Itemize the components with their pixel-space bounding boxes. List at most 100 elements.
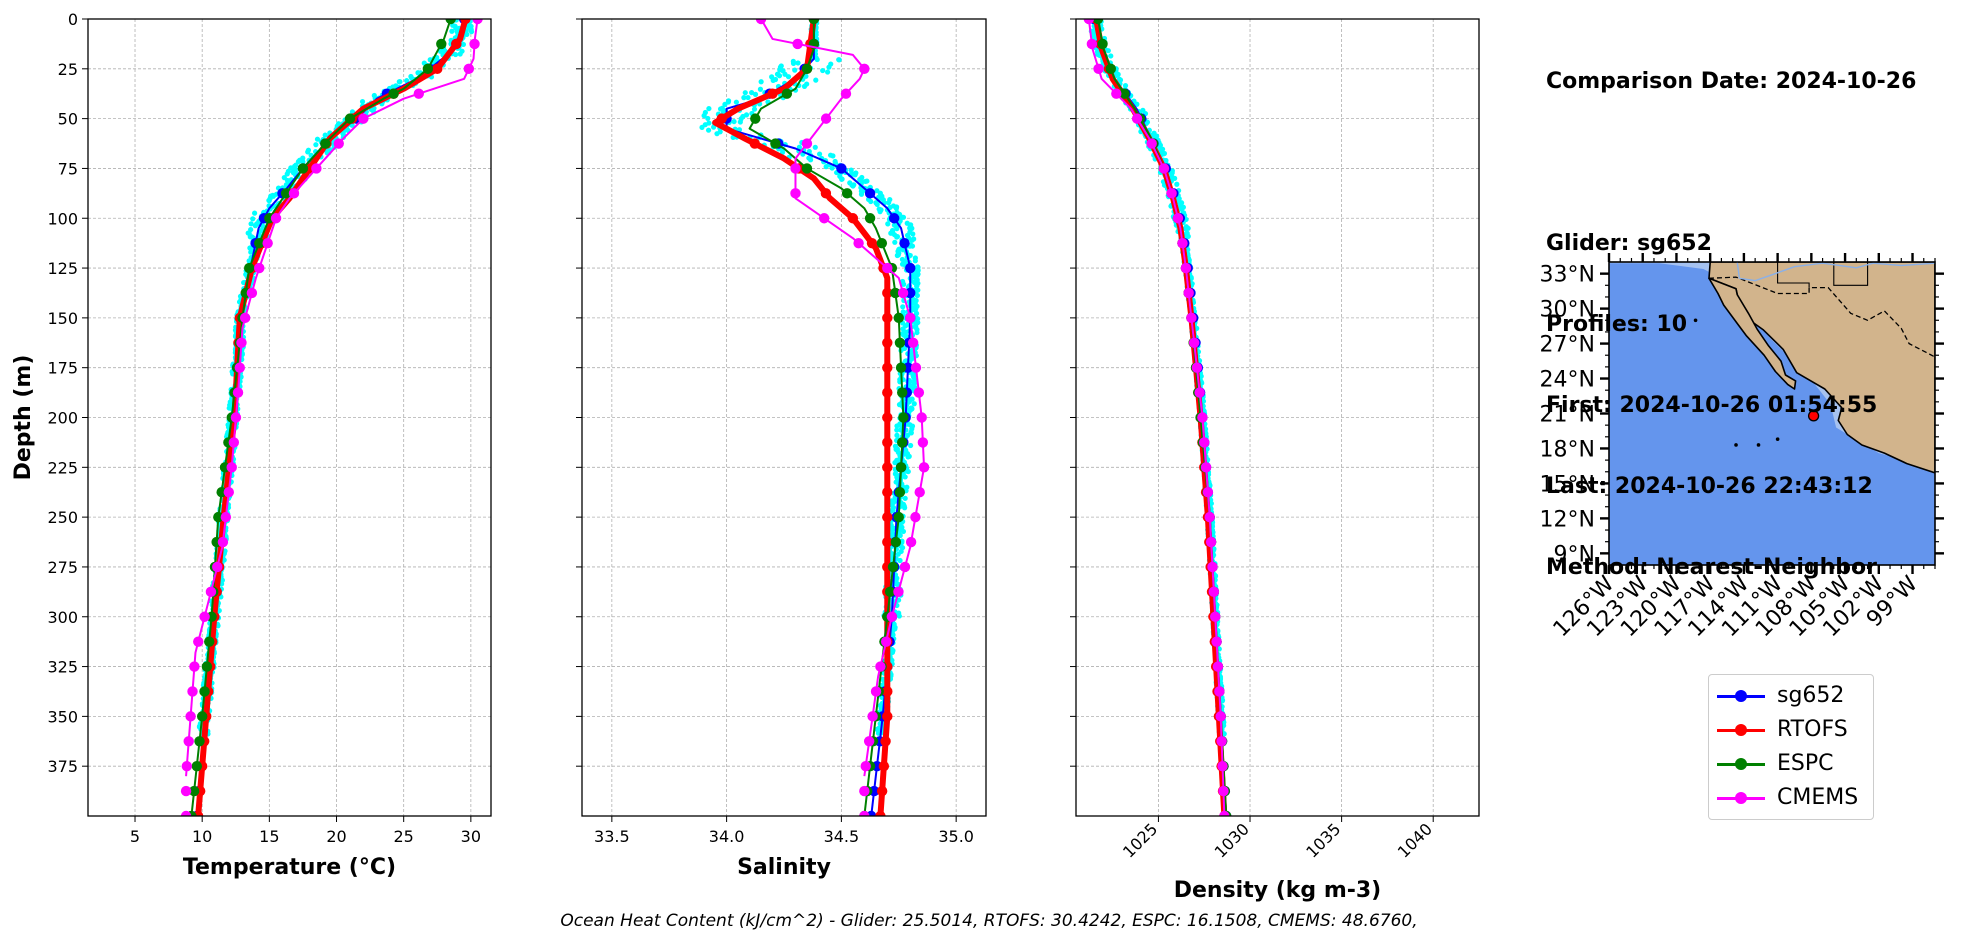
raw-glider-point (906, 399, 912, 405)
data-point-cmems (187, 686, 198, 697)
data-point-cmems (1172, 213, 1184, 224)
raw-glider-point (322, 132, 328, 138)
map-lat-label: 24°N (1540, 368, 1595, 393)
raw-glider-point (215, 623, 221, 629)
y-tick-label: 0 (68, 10, 78, 29)
data-point-espc (895, 362, 907, 373)
data-point-cmems (886, 611, 898, 622)
data-point-cmems (1131, 113, 1143, 124)
data-point-cmems (1200, 462, 1212, 473)
data-point-cmems (1211, 636, 1222, 647)
data-point-cmems (469, 38, 480, 50)
x-axis-label: Density (kg m-3) (1174, 878, 1382, 903)
ocean-heat-content-footer: Ocean Heat Content (kJ/cm^2) - Glider: 2… (560, 911, 1418, 931)
data-point-espc (887, 561, 899, 573)
raw-glider-point (776, 73, 783, 79)
data-point-espc (1119, 88, 1130, 99)
data-point-rtofs (716, 113, 727, 124)
raw-glider-point (839, 176, 845, 182)
raw-glider-point (1198, 373, 1204, 379)
data-point-cmems (917, 437, 929, 448)
data-point-espc (320, 138, 331, 149)
data-point-espc (890, 287, 901, 299)
data-point-sg652 (899, 237, 910, 249)
raw-glider-point (706, 120, 712, 126)
data-point-cmems (1208, 586, 1220, 598)
interpolation-method: Method: Nearest-Neighbor (1546, 555, 1877, 580)
data-point-cmems (183, 736, 194, 747)
y-tick-label: 275 (47, 558, 78, 577)
raw-glider-point (268, 193, 274, 199)
data-point-rtofs (882, 511, 893, 523)
data-point-cmems (236, 337, 247, 348)
raw-glider-point (305, 149, 311, 155)
raw-glider-point (891, 232, 898, 238)
data-point-cmems (882, 262, 893, 274)
data-point-cmems (914, 487, 925, 498)
raw-glider-point (915, 267, 921, 274)
data-point-cmems (859, 810, 870, 816)
raw-glider-point (397, 79, 403, 85)
data-point-rtofs (882, 536, 893, 548)
raw-glider-point (852, 172, 858, 178)
raw-glider-point (900, 214, 907, 220)
raw-glider-point (733, 99, 739, 105)
raw-glider-point (1108, 53, 1114, 59)
data-point-cmems (1217, 760, 1228, 772)
data-point-rtofs (820, 188, 832, 199)
x-tick-label: 34.5 (824, 827, 860, 846)
raw-glider-point (894, 427, 900, 433)
data-point-espc (808, 19, 820, 25)
data-point-cmems (223, 487, 234, 498)
y-tick-label: 125 (47, 259, 78, 278)
plot-area (699, 19, 930, 816)
map-lat-label: 21°N (1540, 403, 1595, 428)
data-point-cmems (790, 163, 801, 174)
raw-glider-point (907, 378, 913, 385)
data-point-cmems (1202, 487, 1214, 498)
raw-glider-point (850, 183, 856, 189)
raw-glider-point (808, 157, 814, 163)
raw-glider-point (314, 136, 321, 142)
data-point-espc (1097, 38, 1108, 50)
raw-glider-point (313, 142, 319, 148)
data-point-espc (884, 586, 896, 598)
data-point-cmems (180, 810, 192, 816)
data-point-cmems (463, 63, 475, 75)
data-point-espc (445, 19, 456, 25)
data-point-cmems (199, 611, 210, 622)
raw-glider-point (914, 283, 920, 289)
raw-glider-point (894, 432, 900, 438)
data-point-cmems (867, 711, 878, 722)
data-point-rtofs (866, 237, 878, 249)
x-tick-label: 20 (326, 827, 346, 846)
data-point-cmems (1194, 387, 1205, 398)
data-point-sg652 (836, 163, 847, 174)
x-tick-label: 35.0 (938, 827, 974, 846)
x-tick-label: 25 (394, 827, 414, 846)
data-point-cmems (1205, 536, 1217, 548)
glider-location-marker (1807, 410, 1820, 422)
data-point-cmems (246, 287, 258, 299)
legend-marker (1735, 724, 1747, 736)
data-point-cmems (1207, 561, 1218, 573)
data-point-cmems (1215, 711, 1226, 722)
data-point-cmems (1180, 262, 1192, 274)
data-point-rtofs (882, 387, 893, 398)
data-point-espc (204, 636, 215, 647)
data-point-cmems (1218, 785, 1229, 797)
data-point-espc (894, 487, 906, 498)
raw-glider-point (1169, 168, 1175, 174)
data-point-cmems (910, 511, 921, 523)
legend-entry-cmems: CMEMS (1709, 783, 1873, 813)
data-point-rtofs (847, 213, 859, 224)
raw-glider-point (415, 70, 421, 76)
profile-panel-2: 33.5 34.0 34.5 35.0 Salinity (576, 18, 987, 880)
legend-label: ESPC (1777, 751, 1834, 776)
data-point-cmems (853, 237, 864, 249)
data-point-espc (1105, 63, 1117, 75)
data-point-cmems (230, 412, 242, 423)
data-point-espc (1092, 19, 1104, 25)
data-point-rtofs (432, 63, 443, 75)
international-border (1708, 276, 1935, 357)
